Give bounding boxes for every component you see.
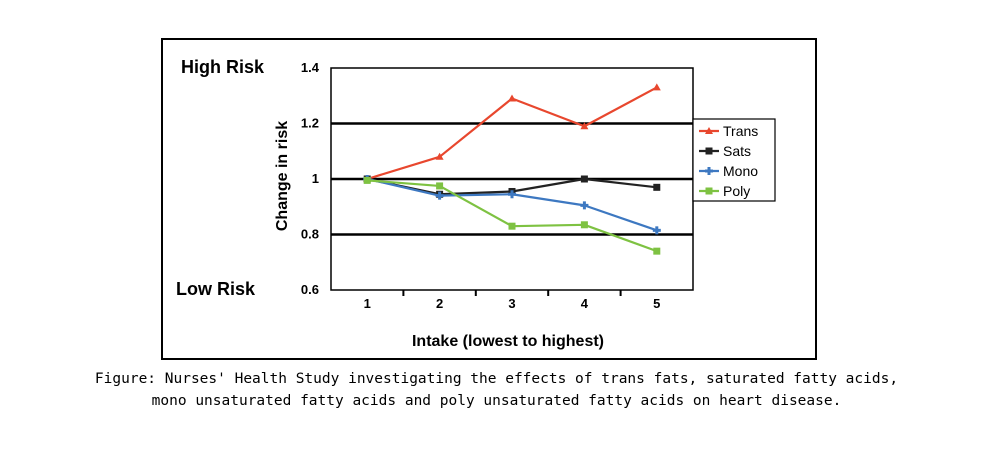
data-point-mono [652, 226, 661, 235]
legend-label-sats: Sats [723, 143, 751, 159]
low-risk-label: Low Risk [176, 279, 256, 299]
high-risk-label: High Risk [181, 57, 265, 77]
data-point-trans [652, 83, 661, 91]
x-tick-label: 3 [508, 296, 515, 311]
figure-caption: Figure: Nurses' Health Study investigati… [0, 368, 993, 412]
y-tick-label: 1 [312, 171, 319, 186]
data-point-mono [508, 190, 516, 199]
y-axis-title: Change in risk [274, 121, 291, 231]
y-tick-label: 1.4 [301, 60, 320, 75]
data-point-mono-v [582, 201, 586, 210]
data-point-poly [508, 222, 516, 230]
legend-marker-mono-v [707, 167, 711, 175]
legend-marker-sats [705, 147, 713, 155]
gridlines [331, 122, 693, 236]
data-point-mono-v [438, 191, 442, 200]
x-tick-label: 4 [581, 296, 589, 311]
legend-label-trans: Trans [723, 123, 758, 139]
data-point-poly [580, 221, 588, 229]
series-line-mono [366, 177, 658, 232]
data-point-sats [653, 183, 661, 191]
x-tick-label: 2 [436, 296, 443, 311]
data-point-sats [580, 175, 588, 183]
legend-marker-mono [705, 167, 713, 175]
data-point-mono-v [510, 190, 514, 199]
legend-marker-trans [705, 127, 713, 134]
legend-marker-poly [705, 187, 713, 195]
x-axis-title: Intake (lowest to highest) [412, 333, 604, 350]
data-point-mono-v [655, 226, 659, 235]
data-point-trans [508, 94, 516, 102]
chart-frame: Trans Sats Mono Poly 0.6 0.8 1 1.2 1.4 1 2 3 4 5 Inta… [161, 38, 817, 360]
y-tick-label: 1.2 [301, 116, 319, 131]
caption-line-2: mono unsaturated fatty acids and poly un… [151, 393, 842, 409]
x-tick-label: 1 [364, 296, 371, 311]
data-point-trans [580, 122, 589, 130]
legend-label-mono: Mono [723, 163, 758, 179]
data-point-trans [435, 152, 444, 160]
caption-line-1: Figure: Nurses' Health Study investigati… [94, 371, 899, 387]
y-tick-label: 0.6 [301, 282, 319, 297]
x-tick-label: 5 [653, 296, 660, 311]
y-tick-label: 0.8 [301, 227, 319, 242]
data-point-mono [435, 191, 444, 200]
data-point-poly [653, 247, 661, 255]
legend-label-poly: Poly [723, 183, 750, 199]
legend: Trans Sats Mono Poly [692, 118, 776, 202]
data-point-poly [436, 182, 444, 190]
data-point-mono [580, 201, 589, 210]
data-series [363, 83, 661, 255]
data-point-poly [363, 176, 371, 184]
line-chart: Trans Sats Mono Poly 0.6 0.8 1 1.2 1.4 1 2 3 4 5 Inta… [176, 57, 776, 350]
chart-text: 0.6 0.8 1 1.2 1.4 1 2 3 4 5 Intake (lowest to high… [176, 57, 660, 350]
